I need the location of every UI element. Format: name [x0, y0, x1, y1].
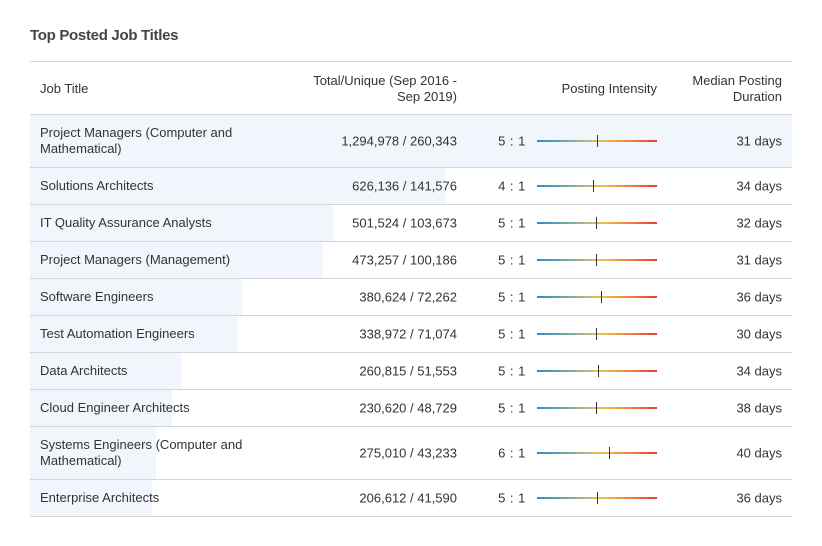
median-duration-cell: 40 days	[736, 445, 782, 461]
table-row[interactable]: Test Automation Engineers 338,972 / 71,07…	[30, 316, 792, 353]
intensity-ratio: 5 : 1	[498, 400, 526, 416]
median-duration-cell: 31 days	[736, 133, 782, 149]
job-title-cell: Enterprise Architects	[40, 490, 160, 505]
job-title-cell: Project Managers (Computer and Mathemati…	[40, 125, 233, 156]
intensity-scale	[537, 402, 657, 414]
median-duration-cell: 34 days	[736, 363, 782, 379]
total-unique-cell: 473,257 / 100,186	[352, 252, 457, 268]
intensity-scale	[537, 365, 657, 377]
page-title: Top Posted Job Titles	[30, 27, 179, 44]
table-body: Project Managers (Computer and Mathemati…	[30, 115, 792, 517]
table-row[interactable]: Project Managers (Management) 473,257 / 1…	[30, 242, 792, 279]
share-bar	[30, 390, 172, 426]
median-duration-cell: 30 days	[736, 326, 782, 342]
share-bar	[30, 205, 333, 241]
total-unique-cell: 338,972 / 71,074	[359, 326, 457, 342]
intensity-marker	[596, 254, 597, 266]
intensity-marker	[596, 402, 597, 414]
intensity-ratio: 5 : 1	[498, 215, 526, 231]
job-title-cell: IT Quality Assurance Analysts	[40, 215, 212, 230]
job-title-cell: Solutions Architects	[40, 178, 154, 193]
intensity-ratio: 5 : 1	[498, 133, 526, 149]
share-bar	[30, 279, 242, 315]
intensity-scale	[537, 254, 657, 266]
job-title-cell: Test Automation Engineers	[40, 326, 195, 341]
intensity-scale	[537, 291, 657, 303]
total-unique-cell: 260,815 / 51,553	[359, 363, 457, 379]
intensity-marker	[598, 365, 599, 377]
total-unique-cell: 626,136 / 141,576	[352, 178, 457, 194]
total-unique-cell: 501,524 / 103,673	[352, 215, 457, 231]
share-bar	[30, 316, 238, 352]
table-row[interactable]: Enterprise Architects 206,612 / 41,590 5 :…	[30, 480, 792, 517]
intensity-marker	[597, 135, 598, 147]
intensity-scale	[537, 217, 657, 229]
total-unique-cell: 206,612 / 41,590	[359, 490, 457, 506]
intensity-marker	[596, 217, 597, 229]
median-duration-cell: 36 days	[736, 490, 782, 506]
job-title-cell: Data Architects	[40, 363, 128, 378]
job-title-cell: Systems Engineers (Computer and Mathemat…	[40, 437, 243, 468]
intensity-marker	[596, 328, 597, 340]
share-bar	[30, 242, 323, 278]
table-row[interactable]: Solutions Architects 626,136 / 141,576 4 :…	[30, 168, 792, 205]
intensity-scale	[537, 180, 657, 192]
table-header: Job Title Total/Unique (Sep 2016 - Sep 2…	[30, 62, 792, 115]
total-unique-cell: 380,624 / 72,262	[359, 289, 457, 305]
intensity-scale	[537, 447, 657, 459]
intensity-ratio: 5 : 1	[498, 326, 526, 342]
total-unique-cell: 230,620 / 48,729	[359, 400, 457, 416]
share-bar	[30, 480, 152, 516]
total-unique-cell: 275,010 / 43,233	[359, 445, 457, 461]
column-header-posting-intensity[interactable]: Posting Intensity	[561, 81, 657, 96]
intensity-ratio: 4 : 1	[498, 178, 526, 194]
intensity-marker	[609, 447, 610, 459]
median-duration-cell: 34 days	[736, 178, 782, 194]
intensity-marker	[597, 492, 598, 504]
median-duration-cell: 32 days	[736, 215, 782, 231]
column-header-job-title[interactable]: Job Title	[40, 81, 89, 96]
share-bar	[30, 353, 181, 389]
intensity-ratio: 5 : 1	[498, 363, 526, 379]
column-header-median-duration[interactable]: Median Posting Duration	[692, 73, 782, 104]
share-bar	[30, 168, 445, 204]
job-titles-table: Job Title Total/Unique (Sep 2016 - Sep 2…	[30, 61, 792, 517]
table-row[interactable]: Systems Engineers (Computer and Mathemat…	[30, 427, 792, 480]
table-row[interactable]: Cloud Engineer Architects 230,620 / 48,72…	[30, 390, 792, 427]
intensity-ratio: 5 : 1	[498, 289, 526, 305]
intensity-ratio: 5 : 1	[498, 490, 526, 506]
job-title-cell: Cloud Engineer Architects	[40, 400, 190, 415]
job-title-cell: Project Managers (Management)	[40, 252, 231, 267]
total-unique-cell: 1,294,978 / 260,343	[341, 133, 457, 149]
intensity-ratio: 6 : 1	[498, 445, 526, 461]
intensity-marker	[593, 180, 594, 192]
table-row[interactable]: Project Managers (Computer and Mathemati…	[30, 115, 792, 168]
intensity-scale	[537, 328, 657, 340]
table-row[interactable]: Software Engineers 380,624 / 72,262 5 : 1 3…	[30, 279, 792, 316]
column-header-total-unique[interactable]: Total/Unique (Sep 2016 - Sep 2019)	[313, 73, 457, 104]
median-duration-cell: 36 days	[736, 289, 782, 305]
job-title-cell: Software Engineers	[40, 289, 154, 304]
intensity-ratio: 5 : 1	[498, 252, 526, 268]
share-bar	[30, 427, 156, 479]
table-row[interactable]: Data Architects 260,815 / 51,553 5 : 1 34 d…	[30, 353, 792, 390]
median-duration-cell: 31 days	[736, 252, 782, 268]
intensity-marker	[601, 291, 602, 303]
intensity-scale	[537, 492, 657, 504]
intensity-scale	[537, 135, 657, 147]
median-duration-cell: 38 days	[736, 400, 782, 416]
table-row[interactable]: IT Quality Assurance Analysts 501,524 / 1…	[30, 205, 792, 242]
